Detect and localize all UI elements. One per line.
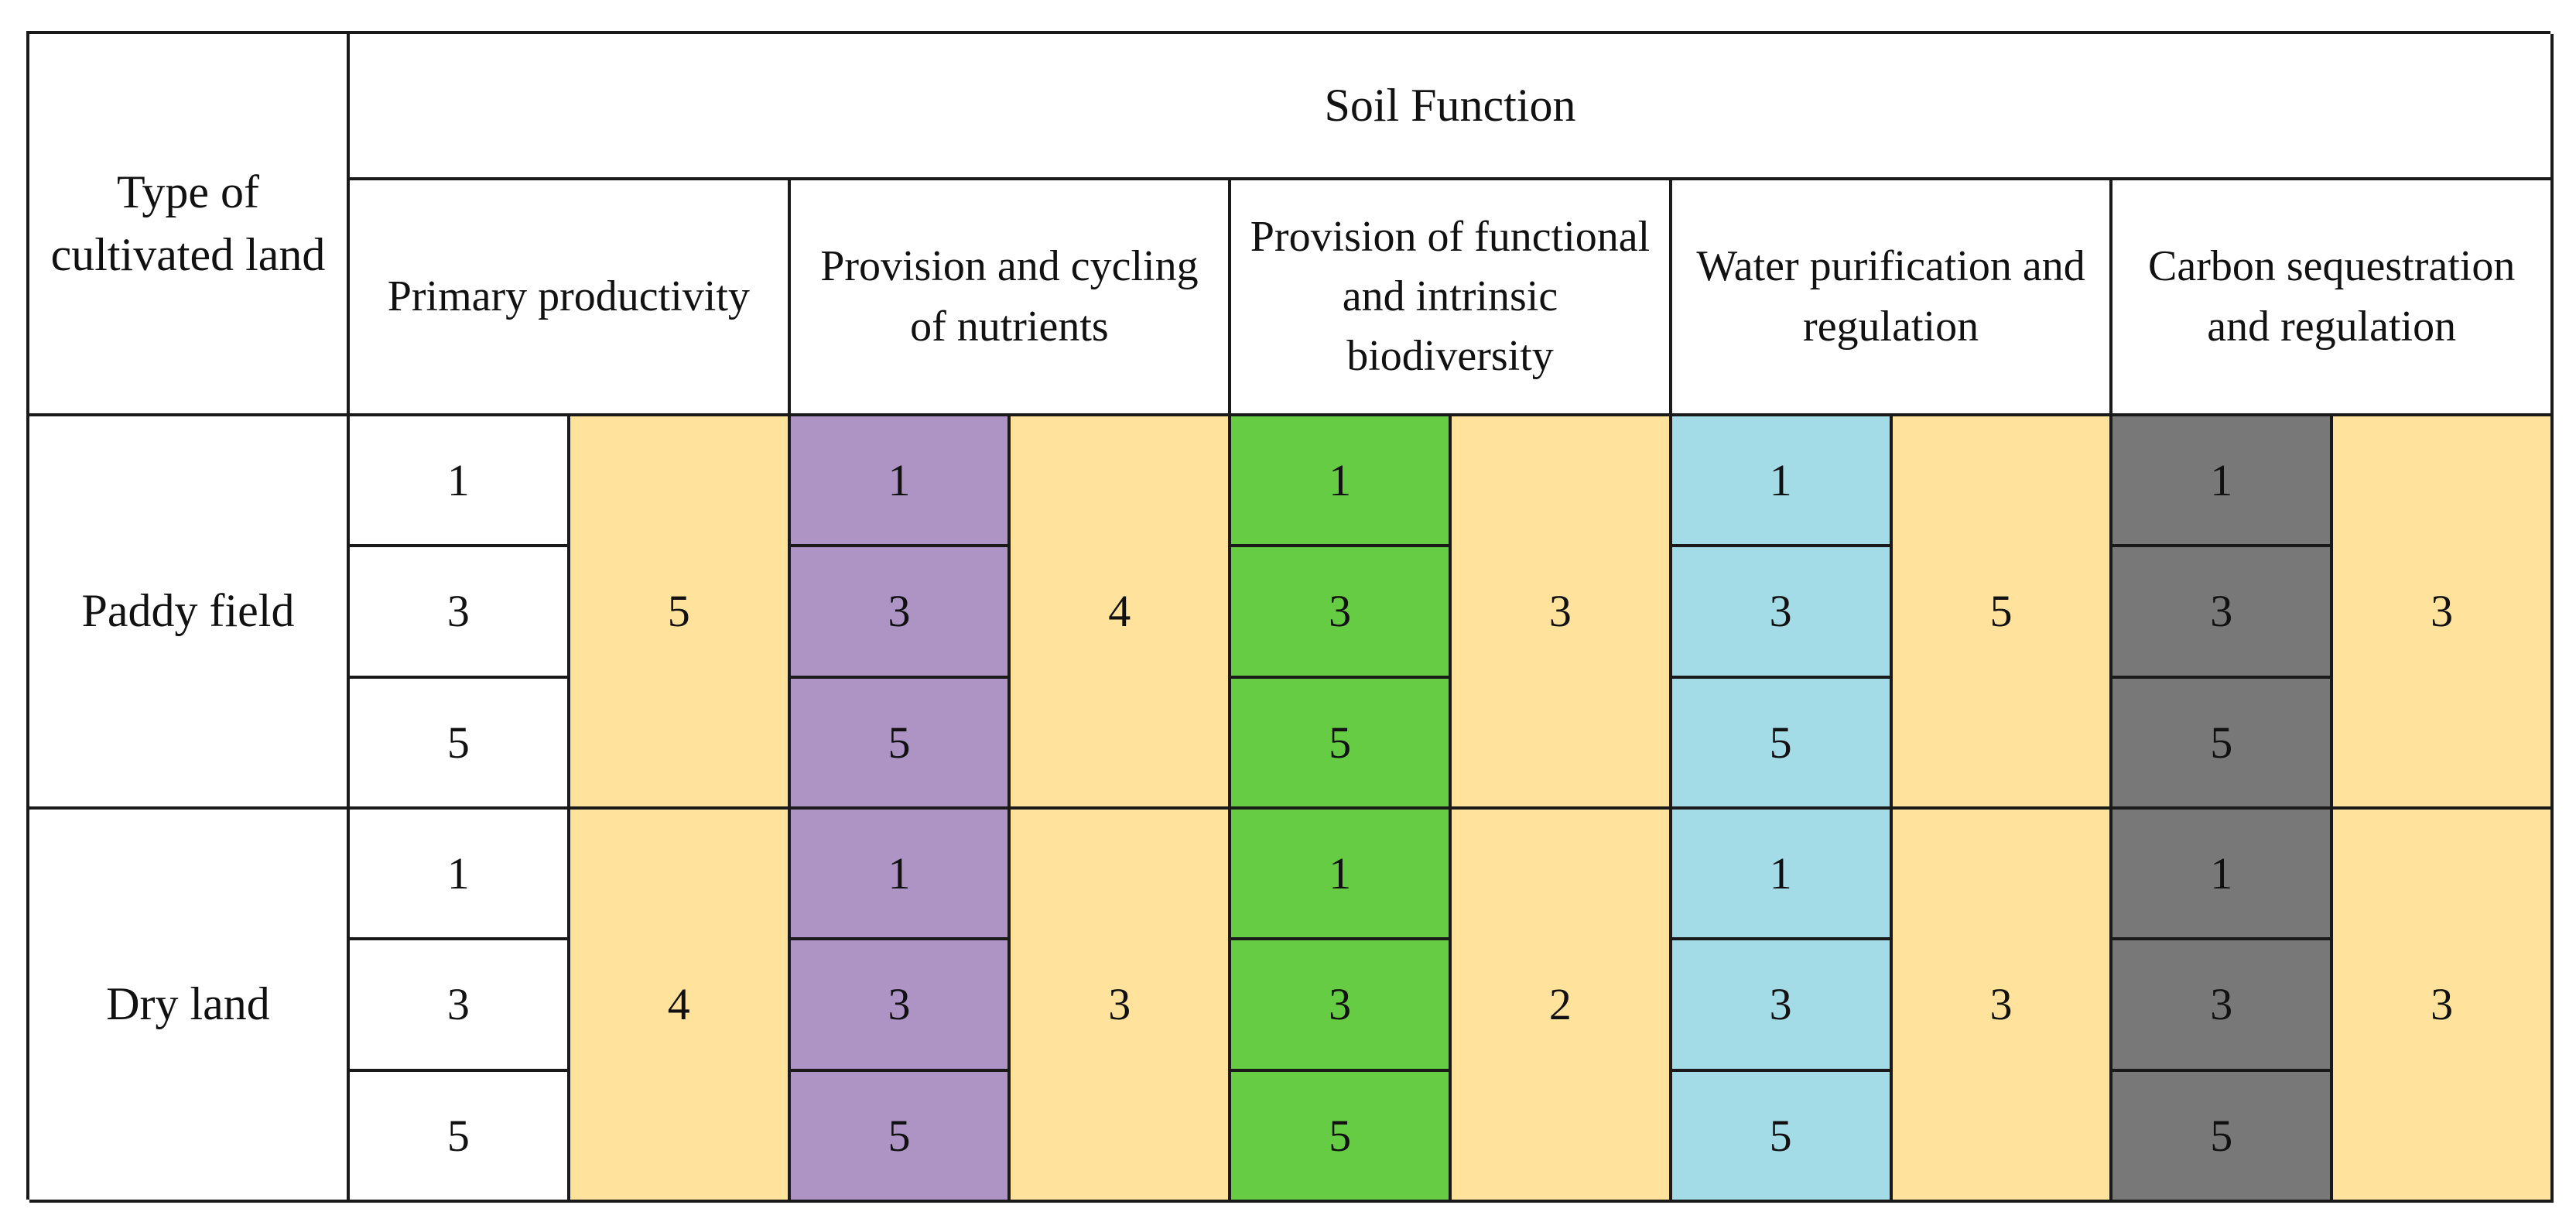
level-cell: 3 bbox=[1231, 547, 1452, 679]
function-header-biodiversity: Provision of functional and intrinsic bi… bbox=[1231, 180, 1672, 416]
level-cell: 1 bbox=[2112, 416, 2334, 548]
level-cell: 5 bbox=[2112, 678, 2334, 810]
land-type-header: Type of cultivated land bbox=[29, 34, 350, 416]
level-cell: 5 bbox=[1231, 678, 1452, 810]
function-header-nutrients: Provision and cycling of nutrients bbox=[790, 180, 1232, 416]
level-cell: 3 bbox=[1231, 940, 1452, 1072]
level-cell: 5 bbox=[790, 678, 1011, 810]
level-cell: 5 bbox=[350, 1071, 570, 1203]
score-cell: 2 bbox=[1451, 809, 1672, 1203]
soil-function-table: Type of cultivated land Soil Function Pr… bbox=[26, 31, 2554, 1203]
score-cell: 3 bbox=[2333, 809, 2554, 1203]
score-cell: 5 bbox=[570, 416, 791, 810]
level-cell: 5 bbox=[790, 1071, 1011, 1203]
score-cell: 3 bbox=[2333, 416, 2554, 810]
score-cell: 3 bbox=[1011, 809, 1232, 1203]
function-header-primary-productivity: Primary productivity bbox=[350, 180, 791, 416]
function-header-carbon: Carbon sequestration and regulation bbox=[2112, 180, 2554, 416]
level-cell: 1 bbox=[1671, 416, 1893, 548]
soil-function-header: Soil Function bbox=[350, 34, 2554, 180]
level-cell: 3 bbox=[350, 940, 570, 1072]
level-cell: 1 bbox=[1231, 809, 1452, 941]
land-label-paddy-field: Paddy field bbox=[29, 416, 350, 810]
level-cell: 3 bbox=[350, 547, 570, 679]
score-cell: 3 bbox=[1451, 416, 1672, 810]
level-cell: 5 bbox=[350, 678, 570, 810]
level-cell: 3 bbox=[2112, 940, 2334, 1072]
level-cell: 3 bbox=[1671, 547, 1893, 679]
score-cell: 4 bbox=[1011, 416, 1232, 810]
level-cell: 3 bbox=[1671, 940, 1893, 1072]
level-cell: 1 bbox=[1231, 416, 1452, 548]
level-cell: 3 bbox=[790, 547, 1011, 679]
function-header-water: Water purification and regulation bbox=[1671, 180, 2113, 416]
level-cell: 3 bbox=[790, 940, 1011, 1072]
level-cell: 5 bbox=[1231, 1071, 1452, 1203]
level-cell: 3 bbox=[2112, 547, 2334, 679]
score-cell: 3 bbox=[1892, 809, 2113, 1203]
score-cell: 4 bbox=[570, 809, 791, 1203]
level-cell: 1 bbox=[790, 809, 1011, 941]
level-cell: 1 bbox=[350, 809, 570, 941]
level-cell: 5 bbox=[1671, 1071, 1893, 1203]
level-cell: 5 bbox=[1671, 678, 1893, 810]
land-label-dry-land: Dry land bbox=[29, 809, 350, 1203]
level-cell: 1 bbox=[790, 416, 1011, 548]
level-cell: 5 bbox=[2112, 1071, 2334, 1203]
level-cell: 1 bbox=[1671, 809, 1893, 941]
score-cell: 5 bbox=[1892, 416, 2113, 810]
level-cell: 1 bbox=[2112, 809, 2334, 941]
level-cell: 1 bbox=[350, 416, 570, 548]
